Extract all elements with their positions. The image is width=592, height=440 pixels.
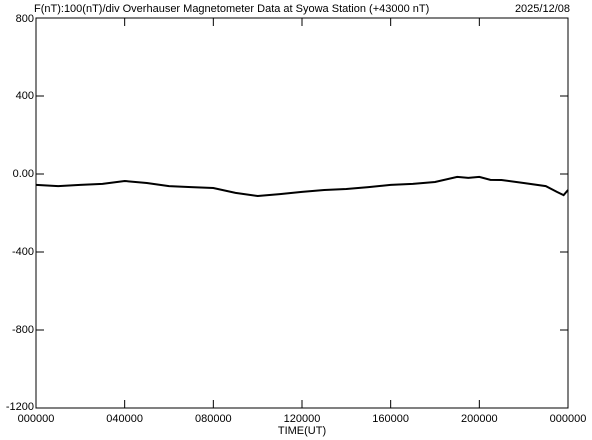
data-line [35, 175, 569, 198]
chart-title: F(nT):100(nT)/div Overhauser Magnetomete… [34, 3, 429, 15]
x-tick-label: 000000 [18, 413, 55, 425]
x-tick-label: 160000 [372, 413, 409, 425]
chart-date: 2025/12/08 [515, 3, 570, 15]
x-tick-label: 040000 [106, 413, 143, 425]
y-tick-label: -800 [12, 324, 34, 336]
y-tick-label: 800 [16, 13, 34, 25]
x-axis-label: TIME(UT) [278, 425, 326, 437]
y-tick-label: 400 [16, 90, 34, 102]
y-tick-label: 0.00 [13, 168, 34, 180]
y-tick-label: -1200 [6, 401, 34, 413]
y-tick-label: -400 [12, 246, 34, 258]
x-tick-label: 120000 [284, 413, 321, 425]
x-tick-label: 000000 [550, 413, 587, 425]
x-tick-label: 200000 [461, 413, 498, 425]
x-tick-label: 080000 [195, 413, 232, 425]
plot-frame [35, 17, 569, 409]
